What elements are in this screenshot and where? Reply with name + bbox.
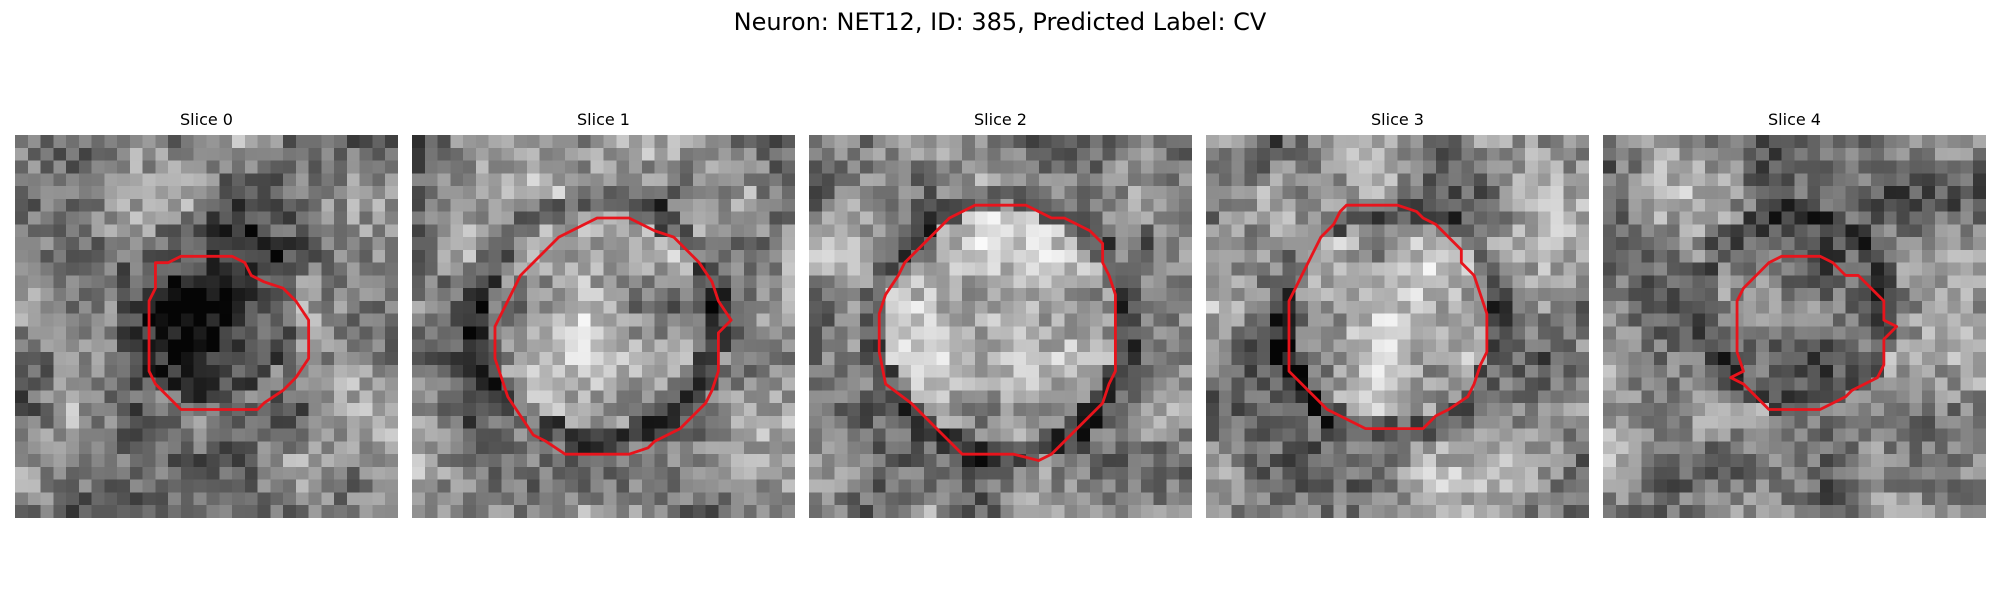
slice-title-1: Slice 1	[577, 110, 630, 129]
slice-pixels-0	[15, 135, 398, 518]
slice-image-1	[412, 135, 795, 518]
contour-outline-3	[1287, 203, 1489, 431]
slice-title-3: Slice 3	[1371, 110, 1424, 129]
slice-pixels-3	[1206, 135, 1589, 518]
contour-outline-4	[1729, 254, 1899, 411]
slice-panel-1: Slice 1	[412, 110, 795, 520]
slice-panel-3: Slice 3	[1206, 110, 1589, 520]
slice-svg-1	[493, 216, 733, 456]
slice-pixels-4	[1603, 135, 1986, 518]
slice-svg-2	[877, 203, 1117, 462]
slice-image-3	[1206, 135, 1589, 518]
slice-image-2	[809, 135, 1192, 518]
slice-svg-4	[1729, 254, 1899, 411]
contour-outline-1	[493, 216, 733, 456]
slice-panel-0: Slice 0	[15, 110, 398, 520]
slice-svg-3	[1287, 203, 1489, 431]
contour-outline-0	[147, 254, 311, 411]
slice-title-0: Slice 0	[180, 110, 233, 129]
slice-title-2: Slice 2	[974, 110, 1027, 129]
slice-image-4	[1603, 135, 1986, 518]
contour-outline-2	[877, 203, 1117, 462]
figure-title: Neuron: NET12, ID: 385, Predicted Label:…	[733, 8, 1267, 36]
slice-panel-4: Slice 4	[1603, 110, 1986, 520]
slice-svg-0	[147, 254, 311, 411]
slice-image-0	[15, 135, 398, 518]
slice-title-4: Slice 4	[1768, 110, 1821, 129]
slice-panel-2: Slice 2	[809, 110, 1192, 520]
